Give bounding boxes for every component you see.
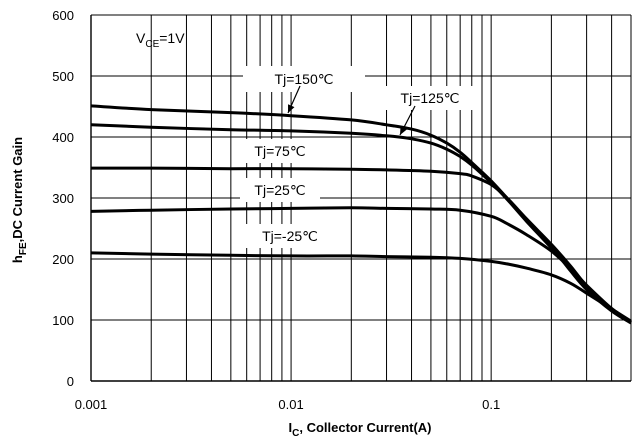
curve-label: Tj=25℃ — [254, 182, 305, 198]
curve-label-box — [243, 66, 365, 92]
x-tick-label: 0.01 — [278, 397, 303, 412]
curve-label-box — [380, 86, 480, 110]
curve-label: Tj=75℃ — [254, 143, 305, 159]
y-tick-label: 500 — [52, 69, 74, 84]
x-axis-title: IC, Collector Current(A) — [288, 420, 431, 439]
label-arrow-head — [288, 104, 295, 113]
series-line-4 — [90, 206, 632, 324]
curve-labels: Tj=150℃ Tj=125℃ Tj=75℃ Tj=25℃ Tj=-25℃ — [240, 66, 480, 248]
curve-label-box — [240, 178, 320, 202]
x-tick-label: 0.1 — [482, 397, 500, 412]
label-arrow-head — [400, 126, 407, 135]
y-tick-label: 300 — [52, 191, 74, 206]
y-tick-label: 400 — [52, 130, 74, 145]
condition-label: VCE=1V — [136, 30, 185, 50]
y-tick-label: 200 — [52, 252, 74, 267]
series-line-5 — [90, 251, 632, 323]
series-lines — [90, 104, 632, 325]
curve-label: Tj=150℃ — [275, 71, 334, 87]
y-axis-title: hFE,DC Current Gain — [10, 137, 29, 263]
y-tick-label: 600 — [52, 8, 74, 23]
y-tick-label: 0 — [67, 374, 74, 389]
axes — [90, 15, 631, 382]
curve-label: Tj=-25℃ — [262, 228, 318, 244]
curve-label: Tj=125℃ — [401, 90, 460, 106]
curve-label-box — [240, 139, 320, 163]
tick-labels: 0 100 200 300 400 500 600 0.001 0.01 0.1 — [52, 8, 500, 412]
y-tick-label: 100 — [52, 313, 74, 328]
x-tick-label: 0.001 — [75, 397, 108, 412]
curve-label-box — [245, 224, 335, 248]
